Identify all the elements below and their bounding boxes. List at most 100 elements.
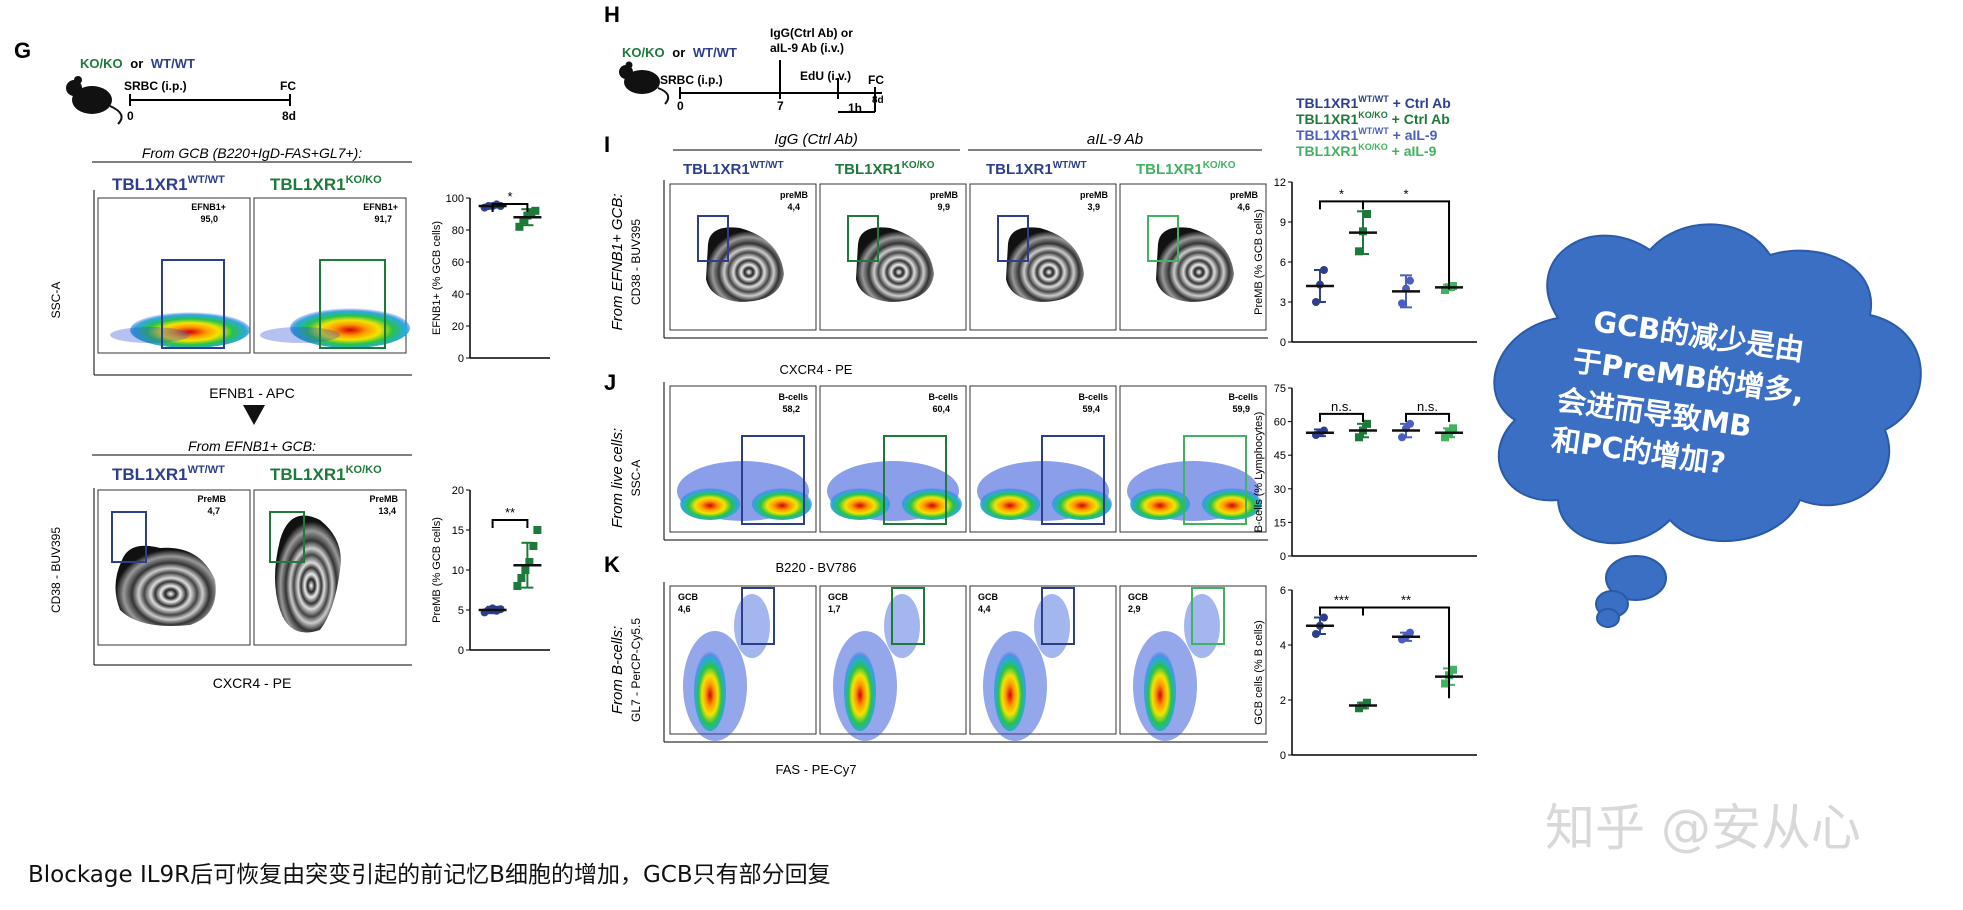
y-tick-label: 60 (1274, 417, 1286, 429)
j-from: From live cells: (609, 428, 626, 528)
flow-plot-i: preMB 4,4 (669, 183, 817, 331)
flow-plot-j: B-cells 58,2 (669, 385, 817, 533)
col-header: TBL1XR1WT/WT (986, 160, 1087, 178)
g-srbc: SRBC (i.p.) (124, 79, 187, 93)
gate-value: 9,9 (937, 202, 950, 212)
data-point (1311, 630, 1320, 638)
mouse-icon (66, 76, 123, 125)
data-point (513, 582, 522, 590)
data-point (521, 566, 530, 574)
h-geno-ko: KO/KO (622, 45, 665, 60)
g-xaxis1: EFNB1 - APC (209, 385, 295, 401)
panel-letter-k: K (604, 552, 620, 577)
j-xaxis: B220 - BV786 (776, 560, 857, 575)
significance-bracket (1318, 200, 1364, 210)
flow-plot-i: preMB 3,9 (969, 183, 1117, 331)
y-axis-label: PreMB (% GCB cells) (431, 517, 443, 623)
flow-plot-j: B-cells 59,4 (969, 385, 1117, 533)
y-tick-label: 75 (1274, 383, 1286, 395)
g-yaxis2: CD38 - BUV395 (49, 527, 63, 613)
svg-text:91,7: 91,7 (374, 214, 392, 224)
data-point (1358, 227, 1367, 236)
h-t7: 7 (777, 99, 784, 113)
gate-value: 2,9 (1128, 604, 1141, 614)
k-from: From B-cells: (609, 626, 626, 714)
g-geno-or: or (130, 56, 143, 71)
g-t0: 0 (127, 109, 134, 123)
data-point (517, 574, 526, 582)
y-tick-label: 0 (458, 645, 464, 657)
significance-label: * (1403, 186, 1408, 201)
y-tick-label: 0 (1280, 551, 1286, 563)
col-header: TBL1XR1WT/WT (683, 160, 784, 178)
y-tick-label: 30 (1274, 484, 1286, 496)
h-t0: 0 (677, 99, 684, 113)
y-tick-label: 80 (452, 225, 464, 237)
significance-label: n.s. (1417, 399, 1438, 414)
col-header: TBL1XR1KO/KO (835, 160, 935, 178)
panel-letter-i: I (604, 132, 610, 157)
k-xaxis: FAS - PE-Cy7 (776, 762, 857, 777)
data-point (515, 222, 524, 231)
k-yaxis: GL7 - PerCP-Cy5.5 (629, 618, 643, 722)
i-yaxis: CD38 - BUV395 (629, 219, 643, 305)
gate-name: GCB (978, 592, 999, 602)
g-fc: FC (280, 79, 296, 93)
svg-text:13,4: 13,4 (378, 506, 396, 516)
gate-value: 60,4 (932, 404, 950, 414)
g-yaxis1: SSC-A (49, 282, 63, 319)
gate-value: 58,2 (782, 404, 800, 414)
gate-value: 3,9 (1087, 202, 1100, 212)
data-point (1406, 419, 1415, 428)
data-point (1441, 679, 1450, 688)
svg-text:95,0: 95,0 (200, 214, 218, 224)
h-ail9: aIL-9 Ab (i.v.) (770, 41, 844, 55)
h-geno-wt: WT/WT (693, 45, 737, 60)
y-tick-label: 0 (1280, 750, 1286, 762)
data-point (1362, 419, 1371, 428)
data-point (1449, 665, 1458, 674)
svg-text:4,7: 4,7 (207, 506, 220, 516)
significance-label: ** (505, 505, 515, 520)
data-point (1398, 299, 1407, 308)
gate-name: GCB (828, 592, 849, 602)
thought-bubble: GCB的减少是由 于PreMB的增多, 会进而导致MB 和PC的增加? (1493, 223, 1922, 628)
dot-plot-i-premb: 0 3 6 9 12 PreMB (% GCB cells) * * (1253, 177, 1477, 349)
h-t8d: 8d (872, 95, 884, 106)
data-point (1311, 298, 1320, 306)
data-point (1315, 280, 1324, 289)
y-tick-label: 20 (452, 485, 464, 497)
g-geno-ko: KO/KO (80, 56, 123, 71)
significance-label: *** (1334, 593, 1349, 608)
data-point (1319, 266, 1328, 274)
dot-plot-j-bcells: 0 15 30 45 60 75 B-cells (% Lymphocytes) n.s. n.… (1253, 383, 1477, 563)
y-tick-label: 10 (452, 565, 464, 577)
data-point (533, 526, 542, 534)
gate-value: 4,6 (678, 604, 691, 614)
flow-plot-i: preMB 9,9 (819, 183, 967, 331)
svg-text:EFNB1+: EFNB1+ (363, 202, 398, 212)
legend-item: TBL1XR1KO/KO + aIL-9 (1296, 142, 1437, 159)
y-tick-label: 15 (1274, 517, 1286, 529)
significance-bracket (491, 203, 529, 212)
gate-name: B-cells (1078, 392, 1108, 402)
flow-plot-k: GCB 2,9 (1119, 585, 1267, 741)
gate-name: preMB (930, 190, 959, 200)
watermark: 知乎 @安从心 (1545, 799, 1861, 857)
panel-letter-g: G (14, 38, 31, 63)
svg-text:EFNB1+: EFNB1+ (191, 202, 226, 212)
significance-bracket (1318, 412, 1364, 422)
panel-letter-h: H (604, 2, 620, 27)
i-xaxis: CXCR4 - PE (780, 362, 853, 377)
y-tick-label: 3 (1280, 297, 1286, 309)
g-col-ko: TBL1XR1KO/KO (270, 174, 382, 194)
h-fc: FC (868, 73, 884, 87)
y-tick-label: 45 (1274, 450, 1286, 462)
data-point (1362, 210, 1371, 218)
y-tick-label: 12 (1274, 177, 1286, 189)
y-axis-label: EFNB1+ (% GCB cells) (431, 221, 443, 335)
data-point (1362, 698, 1371, 707)
legend: TBL1XR1WT/WT + Ctrl Ab TBL1XR1KO/KO + Ct… (1296, 94, 1451, 159)
y-tick-label: 0 (1280, 337, 1286, 349)
